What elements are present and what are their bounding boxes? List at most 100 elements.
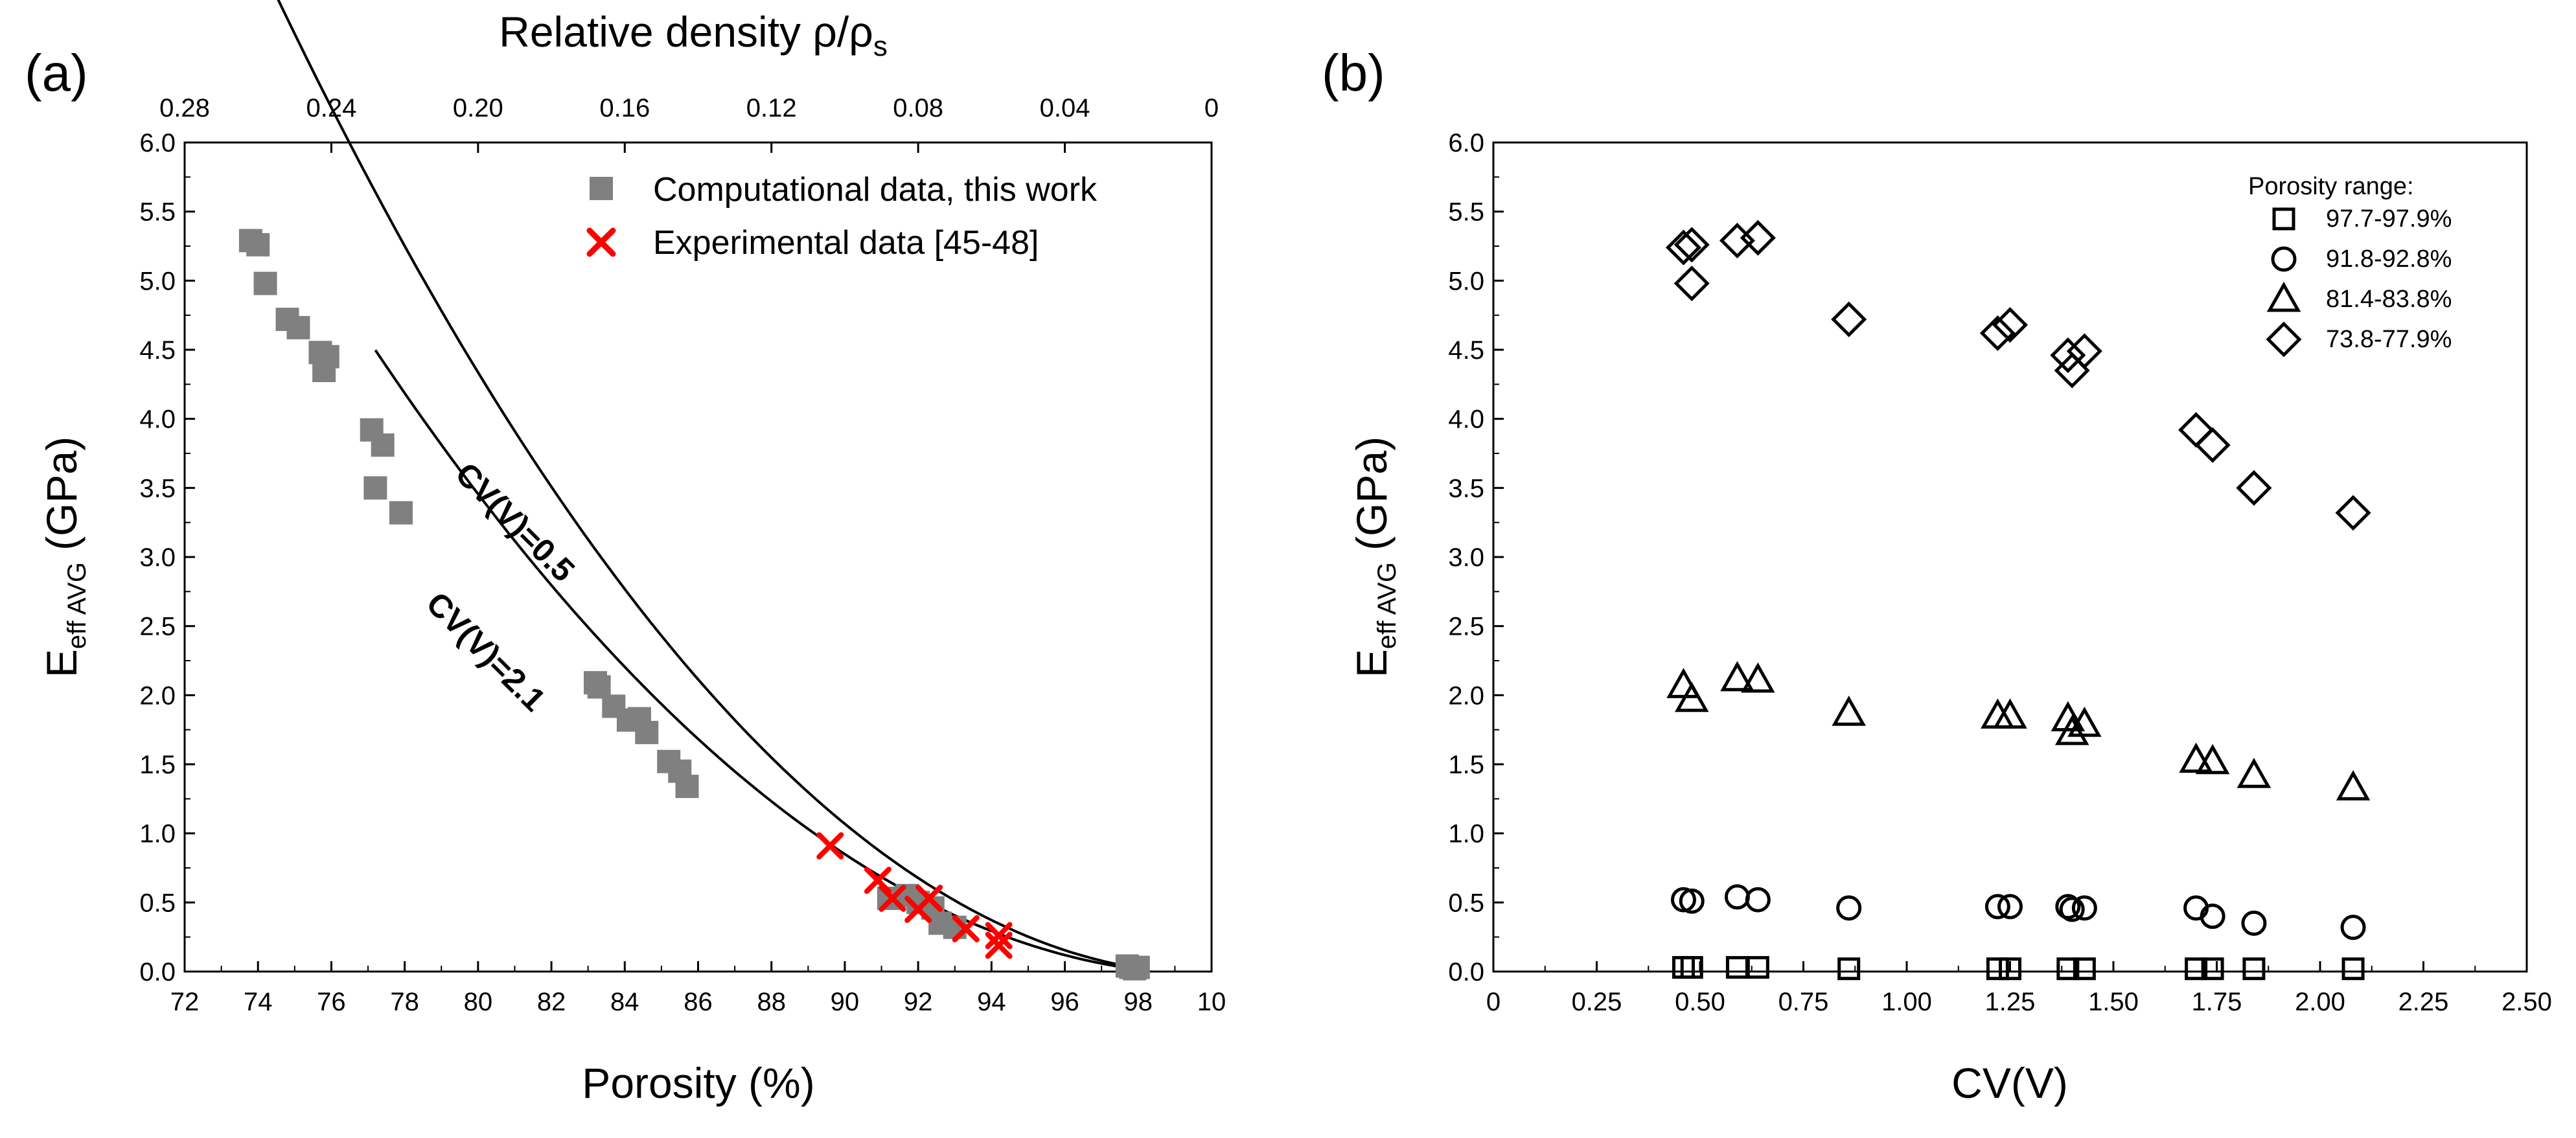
b-x-tick-label: 2.00 [2295, 988, 2345, 1016]
b-y-tick-label: 4.5 [1448, 336, 1484, 365]
panel-a-x-axis-label: Porosity (%) [582, 1059, 814, 1107]
panel-b-label: (b) [1322, 44, 1385, 102]
a-y-tick-label: 4.5 [139, 336, 176, 365]
diamond-point [1719, 222, 1755, 259]
a-x-tick-label: 78 [390, 988, 419, 1016]
a-y-tick-label: 6.0 [139, 129, 176, 157]
fit-curve-0 [277, 0, 1139, 970]
b-x-tick-label: 0.50 [1675, 988, 1725, 1016]
triangle-point [2336, 770, 2371, 801]
computational-point [1126, 955, 1150, 979]
triangle-point [2179, 742, 2213, 773]
triangle-point [2051, 701, 2086, 732]
circle-point [1745, 887, 1771, 913]
experimental-point [985, 922, 1013, 950]
diamond-point [2178, 412, 2214, 448]
computational-point [635, 720, 659, 744]
panel-b-y-axis-label: Eeff AVG(GPa) [1348, 437, 1401, 677]
a-y-tick-label: 2.0 [139, 681, 176, 710]
experimental-point [816, 832, 844, 859]
a-y-tick-label: 1.5 [139, 751, 176, 779]
b-y-tick-label: 5.5 [1448, 198, 1484, 227]
panel-a-x-ticks: 72 74 76 78 80 82 84 86 88 90 92 94 96 98 10 [170, 961, 1226, 1016]
diamond-point [2050, 337, 2086, 374]
b-y-tick-label: 0.5 [1448, 889, 1484, 917]
a-top-tick-label: 0.28 [159, 94, 210, 122]
square-point [2073, 957, 2096, 981]
experimental-point [952, 915, 980, 942]
a-y-tick-label: 2.5 [139, 613, 176, 641]
legend-title: Porosity range: [2248, 173, 2414, 200]
a-x-tick-label: 72 [170, 988, 200, 1016]
circle-point [1679, 888, 1705, 914]
b-y-tick-label: 6.0 [1448, 129, 1484, 157]
a-x-tick-label: 82 [537, 988, 566, 1016]
legend-label-diamond: 73.8-77.9% [2326, 326, 2452, 353]
b-x-tick-label: 0 [1486, 988, 1501, 1016]
circle-point [2071, 895, 2097, 921]
panel-b-x-ticks: 0 0.25 0.50 0.75 1.00 1.25 1.50 1.75 2.00 2.25 2.5… [1486, 961, 2552, 1016]
a-y-tick-label: 3.0 [139, 543, 176, 572]
a-y-tick-label: 0.5 [139, 889, 176, 917]
panel-b: (b) 0 0.25 0.50 0.75 1.00 1.25 1.50 1.75 2.00 2.2… [1322, 44, 2552, 1107]
square-point [1746, 956, 1769, 979]
square-point [1999, 957, 2021, 981]
a-x-tick-label: 74 [244, 988, 273, 1016]
a-top-tick-label: 0.04 [1040, 94, 1090, 122]
diamond-point [2054, 352, 2090, 389]
circle-point [1997, 894, 2023, 920]
a-x-tick-label: 88 [757, 988, 786, 1016]
panel-b-y-ticks: 0.0 0.5 1.0 1.5 2.0 2.5 3.0 3.5 4.0 4.5 5.0 5.5 6.0 [1448, 129, 1504, 986]
b-x-tick-label: 0.75 [1778, 988, 1829, 1016]
curve-label-cv-0.5: CV(V)=0.5 [448, 455, 582, 589]
triangle-point [1720, 661, 1754, 692]
b-x-tick-label: 1.25 [1985, 988, 2036, 1016]
b-x-tick-label: 1.00 [1881, 988, 1932, 1016]
triangle-point [1674, 681, 1709, 712]
triangle-point [2237, 757, 2271, 788]
curve-label-cv-2.1: CV(V)=2.1 [419, 585, 553, 718]
panel-a-points [238, 229, 1150, 981]
triangle-point [1666, 668, 1701, 698]
triangle-point [2054, 714, 2089, 745]
panel-a-fit-curves [277, 0, 1139, 971]
panel-a-y-ticks: 0.0 0.5 1.0 1.5 2.0 2.5 3.0 3.5 4.0 4.5 5.0 5.5 6.0 [139, 129, 195, 986]
legend-marker-triangle [2266, 281, 2301, 312]
square-point [1986, 957, 2009, 981]
triangle-point [2195, 744, 2230, 775]
b-y-tick-label: 1.5 [1448, 751, 1484, 779]
legend-label-experimental: Experimental data [45-48] [653, 224, 1039, 262]
a-top-tick-label: 0.08 [893, 94, 943, 122]
legend-label-triangle: 81.4-83.8% [2326, 286, 2452, 313]
fit-curve-1 [374, 349, 1139, 971]
legend-marker-diamond [2266, 321, 2302, 358]
square-point [1680, 956, 1703, 979]
circle-point [2241, 910, 2267, 936]
legend-marker-computational [590, 177, 613, 200]
computational-point [246, 233, 270, 256]
b-x-tick-label: 1.50 [2088, 988, 2139, 1016]
circle-point [1724, 884, 1750, 910]
computational-point [675, 775, 699, 799]
triangle-point [1832, 695, 1866, 726]
computational-point [286, 315, 310, 339]
diamond-point [2066, 333, 2102, 369]
circle-point [2059, 896, 2085, 922]
computational-point [389, 501, 413, 525]
panel-b-legend: Porosity range: 97.7-97.9% 91.8-92.8% 81.4… [2248, 173, 2452, 358]
panel-b-points [1665, 220, 2371, 981]
panel-a: (a) Relative density ρ/ρs 0.28 0.24 0.20 0.… [25, 0, 1226, 1107]
legend-marker-experimental [586, 227, 616, 257]
square-point [1725, 956, 1749, 979]
a-x-tick-label: 96 [1050, 988, 1079, 1016]
circle-point [1984, 894, 2010, 920]
diamond-point [1831, 301, 1867, 337]
a-top-tick-label: 0.12 [746, 94, 797, 122]
square-point [1837, 957, 1861, 981]
a-y-tick-label: 5.0 [139, 267, 176, 295]
a-x-tick-label: 90 [831, 988, 860, 1016]
square-point [2242, 957, 2266, 981]
circle-point [2200, 904, 2225, 929]
panel-a-top-ticks: 0.28 0.24 0.20 0.16 0.12 0.08 0.04 0 [159, 94, 1219, 153]
